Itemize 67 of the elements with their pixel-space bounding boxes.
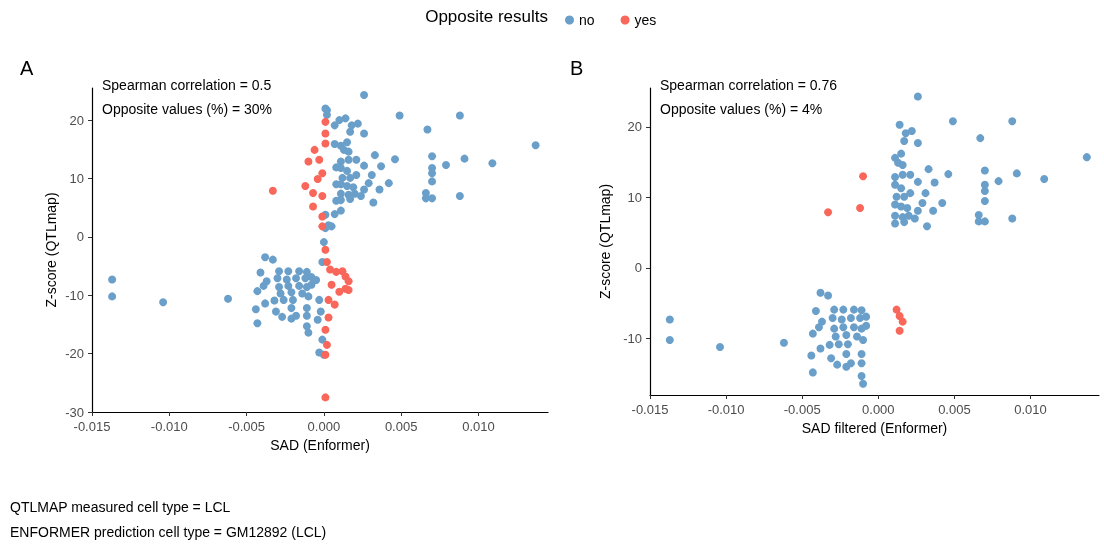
point: [327, 280, 336, 289]
point: [268, 186, 277, 195]
annotation: Opposite values (%) = 30%: [102, 101, 273, 117]
legend-label: no: [579, 12, 595, 28]
x-tick-label: -0.015: [631, 402, 669, 417]
x-tick-label: 0.005: [938, 402, 971, 417]
y-tick-label: 20: [627, 119, 642, 135]
x-tick-label: -0.005: [783, 402, 821, 417]
point: [313, 175, 322, 184]
annotation: Spearman correlation = 0.5: [102, 77, 272, 93]
chart-title: B: [570, 57, 584, 79]
point: [892, 305, 901, 314]
y-tick-label: -30: [65, 404, 84, 420]
point: [895, 326, 904, 335]
y-tick-label: 20: [69, 112, 84, 128]
point: [335, 287, 344, 296]
point: [859, 172, 868, 181]
point: [856, 203, 865, 212]
point: [318, 169, 327, 178]
y-tick-label: -20: [65, 346, 84, 362]
legend-label: yes: [634, 12, 657, 28]
y-tick-label: -10: [623, 331, 642, 347]
y-axis-title: Z-score (QTLmap): [43, 192, 59, 308]
x-tick-label: -0.010: [150, 419, 188, 434]
point: [321, 129, 330, 138]
point: [344, 277, 353, 286]
x-tick-label: -0.010: [707, 402, 745, 417]
point: [322, 340, 331, 349]
x-axis-title: SAD filtered (Enformer): [801, 420, 948, 436]
point: [330, 300, 339, 309]
point: [309, 202, 318, 211]
annotation: Opposite values (%) = 4%: [660, 101, 823, 117]
x-axis-title: SAD (Enformer): [270, 437, 370, 453]
point: [321, 117, 330, 126]
point: [321, 393, 330, 402]
x-tick-label: 0.010: [1014, 402, 1047, 417]
text: QTLMAP measured cell type = LCL: [10, 499, 231, 515]
x-tick-label: 0.005: [384, 419, 418, 434]
point: [315, 155, 324, 164]
point: [321, 245, 330, 254]
legend-title: Opposite results: [425, 7, 549, 26]
chart-title: A: [20, 57, 34, 79]
x-tick-label: -0.005: [228, 419, 266, 434]
point: [321, 325, 330, 334]
point: [309, 189, 318, 198]
point: [898, 317, 907, 326]
y-tick-label: -10: [65, 287, 84, 303]
annotation: Spearman correlation = 0.76: [660, 77, 838, 93]
point: [304, 157, 313, 166]
point: [324, 313, 333, 322]
point: [301, 182, 310, 191]
point: [318, 192, 327, 200]
point: [322, 257, 331, 266]
y-tick-label: 0: [634, 260, 642, 276]
point: [824, 208, 833, 217]
text: ENFORMER prediction cell type = GM12892 (LCL): [10, 524, 327, 540]
x-tick-label: -0.015: [73, 419, 111, 434]
point: [310, 145, 319, 154]
x-tick-label: 0.000: [862, 402, 895, 417]
y-axis-title: Z-score (QTLmap): [597, 183, 614, 300]
y-tick-label: 10: [69, 170, 84, 186]
y-tick-label: 10: [627, 189, 642, 205]
point: [324, 295, 333, 304]
x-tick-label: 0.000: [307, 419, 341, 434]
y-tick-label: 0: [76, 229, 84, 245]
point: [321, 139, 330, 148]
x-tick-label: 0.010: [462, 419, 495, 434]
